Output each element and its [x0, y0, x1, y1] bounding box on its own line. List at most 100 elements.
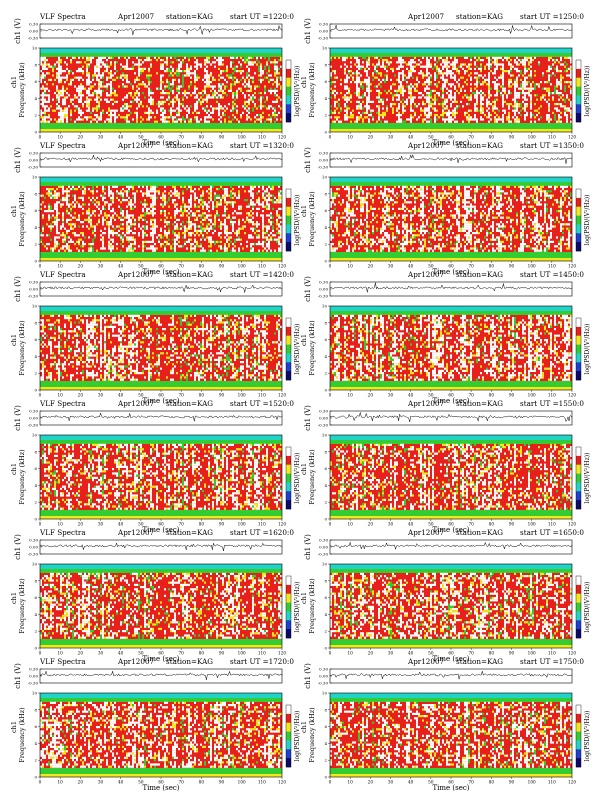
waveform-frame: [39, 668, 283, 684]
waveform-ytick-label: -0.30: [28, 165, 39, 170]
colorbar-segment: [286, 233, 291, 243]
panel-start-time: start UT =1550:0: [520, 399, 584, 408]
spectrogram-cyan-band: [330, 564, 572, 571]
colorbar-segment: [576, 77, 581, 87]
colorbar-segment: [576, 197, 581, 208]
colorbar-segment: [286, 602, 291, 612]
colorbar-segment: [286, 482, 291, 492]
spec-channel-label: ch1: [300, 76, 308, 88]
spectrogram-yellow-band: [330, 645, 572, 648]
xtick-label: 60: [448, 522, 454, 527]
spec-ytick-label: 10: [322, 304, 328, 309]
waveform-frame: [329, 152, 573, 168]
waveform-ytick-label: -0.30: [28, 294, 39, 299]
spectrogram-cyan-band: [40, 177, 282, 184]
waveform-ylabel: ch1 (V): [304, 663, 312, 689]
xtick-label: 0: [39, 264, 42, 269]
colorbar-frame: [285, 575, 292, 639]
xtick-label: 70: [178, 522, 184, 527]
colorbar-frame: [285, 188, 292, 252]
spectrogram-green-band: [330, 311, 572, 315]
colorbar-segment: [286, 722, 291, 732]
spec-ytick-label: 8: [324, 62, 327, 67]
waveform-frame: [39, 410, 283, 426]
xtick-label: 30: [98, 264, 104, 269]
xtick-label: 60: [448, 135, 454, 140]
colorbar-segment: [286, 593, 291, 603]
xtick-label: 30: [98, 135, 104, 140]
panel-1550-0: Apr12007 station=KAG start UT =1550:0 ch1 (…: [300, 399, 591, 534]
xtick-label: 110: [548, 651, 556, 656]
xtick-label: 100: [528, 393, 536, 398]
xtick-label: 50: [138, 522, 144, 527]
spectrogram-cyan-band: [330, 693, 572, 700]
colorbar-segment: [576, 500, 581, 510]
spec-channel-label: ch1: [300, 721, 308, 733]
xtick-label: 40: [408, 393, 414, 398]
spectrogram-yellow-band: [330, 129, 572, 132]
colorbar-label: log(PSD/(V²/Hz)): [294, 711, 301, 762]
colorbar-segment: [286, 576, 291, 586]
colorbar-segment: [576, 629, 581, 639]
colorbar-segment: [576, 318, 581, 328]
xtick-label: 90: [219, 651, 225, 656]
xtick-label: 110: [258, 780, 266, 785]
colorbar-segment: [576, 464, 581, 474]
xtick-label: 60: [448, 264, 454, 269]
colorbar-frame: [285, 446, 292, 510]
spec-ytick-label: 6: [324, 337, 327, 342]
spec-ytick-label: 4: [324, 483, 327, 488]
spectrogram-green-band: [330, 510, 572, 516]
colorbar-segment: [576, 722, 581, 732]
panel-station: station=KAG: [456, 399, 503, 408]
xaxis-label: Time (sec): [432, 268, 469, 276]
colorbar-segment: [286, 455, 291, 466]
xtick-label: 60: [158, 780, 164, 785]
spec-channel-label: ch1: [10, 592, 18, 604]
spec-ytick-label: 4: [34, 483, 37, 488]
spec-ytick-label: 8: [324, 320, 327, 325]
waveform-ytick-label: 0.30: [29, 280, 38, 285]
panel-1350-0: Apr12007 station=KAG start UT =1350:0 ch1 (…: [300, 141, 591, 276]
colorbar-segment: [286, 335, 291, 345]
spec-ylabel: Frequency (kHz): [308, 449, 316, 505]
xtick-label: 100: [238, 135, 246, 140]
colorbar-segment: [286, 344, 291, 354]
xtick-label: 70: [178, 135, 184, 140]
panel-title-label: VLF Spectra: [39, 528, 86, 537]
spec-ytick-label: 0: [324, 775, 327, 780]
panel-title-label: VLF Spectra: [39, 270, 86, 279]
panel-title-label: VLF Spectra: [39, 399, 86, 408]
colorbar-segment: [576, 611, 581, 621]
panel-station: station=KAG: [166, 141, 213, 150]
panel-start-time: start UT =1220:0: [230, 12, 294, 21]
xtick-label: 50: [428, 264, 434, 269]
xtick-label: 60: [158, 135, 164, 140]
waveform-ytick-label: 0.30: [29, 538, 38, 543]
xtick-label: 60: [448, 780, 454, 785]
spectrogram-yellow-band: [40, 387, 282, 390]
xtick-label: 60: [158, 393, 164, 398]
spec-ytick-label: 8: [324, 707, 327, 712]
xtick-label: 70: [468, 393, 474, 398]
xtick-label: 10: [347, 522, 353, 527]
spec-ytick-label: 2: [34, 242, 37, 247]
xtick-label: 80: [489, 522, 495, 527]
panel-date: Apr12007: [117, 657, 155, 666]
spec-ytick-label: 0: [324, 388, 327, 393]
xtick-label: 60: [158, 522, 164, 527]
waveform-ytick-label: 0.00: [319, 29, 328, 34]
spec-ytick-label: 8: [34, 62, 37, 67]
panel-date: Apr12007: [407, 657, 445, 666]
xtick-label: 110: [548, 135, 556, 140]
panel-start-time: start UT =1520:0: [230, 399, 294, 408]
colorbar-segment: [576, 576, 581, 586]
spec-ytick-label: 8: [34, 707, 37, 712]
xaxis-label: Time (sec): [142, 784, 179, 792]
spec-ytick-label: 2: [34, 371, 37, 376]
spectrogram: [330, 693, 572, 777]
panel-1650-0: Apr12007 station=KAG start UT =1650:0 ch1 (…: [300, 528, 591, 663]
xtick-label: 40: [118, 135, 124, 140]
panel-station: station=KAG: [166, 657, 213, 666]
xtick-label: 10: [347, 135, 353, 140]
